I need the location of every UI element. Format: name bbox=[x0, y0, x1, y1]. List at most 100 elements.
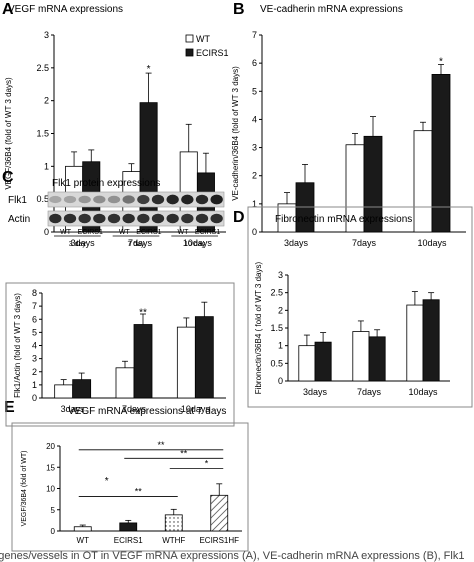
bar-ecirs1 bbox=[72, 379, 92, 399]
y-tick-label: 1 bbox=[278, 341, 283, 351]
y-tick-label: 10 bbox=[46, 485, 55, 494]
blot-band bbox=[137, 213, 150, 224]
chart-title: Flk1 protein expressions bbox=[52, 178, 160, 189]
panel-letter-d: D bbox=[233, 209, 245, 226]
blot-lane-label: ECIRS1 bbox=[136, 229, 161, 236]
y-tick-label: 2 bbox=[278, 305, 283, 315]
bar-wt bbox=[406, 304, 424, 382]
bar-wt bbox=[352, 331, 370, 382]
y-axis-label: Flk1/Actin (fold of WT 3 days) bbox=[13, 293, 22, 398]
y-tick-label: 4 bbox=[252, 114, 257, 124]
x-tick-label: 7days bbox=[357, 387, 382, 397]
y-tick-label: 0.5 bbox=[270, 358, 283, 368]
bar-ecirs1 bbox=[314, 341, 332, 382]
x-tick-label: 3days bbox=[303, 387, 328, 397]
blot-band bbox=[195, 194, 209, 205]
x-tick-label: 3days bbox=[284, 238, 309, 248]
y-tick-label: 2 bbox=[32, 367, 37, 377]
significance-marker: * bbox=[439, 56, 443, 67]
panel-letter-a: A bbox=[2, 1, 14, 18]
blot-time-label: 10 day bbox=[184, 241, 206, 248]
blot-band bbox=[63, 195, 77, 204]
x-tick-label: 3days bbox=[71, 238, 96, 248]
y-tick-label: 3 bbox=[278, 270, 283, 280]
chart-title: Fibronectin mRNA expressions bbox=[275, 214, 412, 225]
y-tick-label: 20 bbox=[46, 442, 55, 451]
x-tick-label: ECIRS1 bbox=[114, 536, 143, 545]
y-tick-label: 7 bbox=[252, 30, 257, 40]
y-tick-label: 4 bbox=[32, 341, 37, 351]
bar-wt bbox=[73, 526, 92, 532]
x-tick-label: 10days bbox=[408, 387, 438, 397]
blot-band bbox=[107, 195, 121, 204]
significance-marker: * bbox=[147, 64, 151, 75]
y-tick-label: 15 bbox=[46, 463, 55, 472]
x-tick-label: 7days bbox=[352, 238, 377, 248]
y-tick-label: 2 bbox=[44, 96, 49, 106]
blot-lane-label: ECIRS1 bbox=[195, 229, 220, 236]
legend-swatch bbox=[185, 48, 194, 57]
blot-lane-label: WT bbox=[60, 229, 72, 236]
y-tick-label: 1 bbox=[32, 380, 37, 390]
significance-marker: * bbox=[105, 476, 109, 487]
y-tick-label: 5 bbox=[252, 86, 257, 96]
x-tick-label: 3days bbox=[61, 404, 86, 414]
figure-caption-fragment: of genes/vessels in OT in VEGF mRNA expr… bbox=[0, 550, 464, 562]
x-tick-label: 10days bbox=[183, 238, 213, 248]
y-tick-label: 1.5 bbox=[36, 129, 49, 139]
legend-label: ECIRS1 bbox=[196, 48, 229, 58]
blot-band bbox=[195, 213, 209, 224]
bar-wthf bbox=[164, 514, 183, 532]
y-axis-label: VEGF/36B4 (fold of WT 3 days) bbox=[4, 77, 13, 190]
y-tick-label: 0.5 bbox=[36, 194, 49, 204]
blot-band bbox=[78, 213, 91, 224]
x-tick-label: WT bbox=[77, 536, 90, 545]
blot-band bbox=[122, 195, 135, 204]
blot-band bbox=[93, 195, 106, 204]
y-tick-label: 0 bbox=[51, 527, 56, 536]
blot-band bbox=[63, 213, 77, 224]
chart-frame bbox=[11, 422, 249, 552]
bar-ecirs1 bbox=[194, 316, 214, 399]
y-tick-label: 0 bbox=[44, 227, 49, 237]
blot-band bbox=[137, 194, 150, 205]
x-tick-label: 7days bbox=[122, 404, 147, 414]
y-tick-label: 7 bbox=[32, 301, 37, 311]
y-tick-label: 8 bbox=[32, 288, 37, 298]
bar-ecirs1 bbox=[431, 74, 451, 233]
y-tick-label: 6 bbox=[32, 314, 37, 324]
panel-letter-b: B bbox=[233, 1, 245, 18]
y-axis-label: VEGF/36B4 (fold of WT) bbox=[21, 451, 28, 527]
blot-lane-label: WT bbox=[119, 229, 131, 236]
panel-letter-c: C bbox=[2, 169, 14, 186]
blot-row-label: Flk1 bbox=[8, 195, 27, 206]
x-tick-label: WTHF bbox=[162, 536, 185, 545]
blot-strip bbox=[47, 191, 225, 208]
blot-lane-label: WT bbox=[177, 229, 189, 236]
bar-wt bbox=[54, 384, 74, 399]
significance-marker: ** bbox=[180, 448, 188, 458]
blot-band bbox=[210, 213, 223, 224]
blot-band bbox=[49, 213, 62, 224]
y-tick-label: 6 bbox=[252, 58, 257, 68]
bar-ecirs1 bbox=[119, 522, 138, 532]
legend-swatch bbox=[185, 34, 194, 43]
blot-band bbox=[107, 213, 121, 224]
bar-ecirs1 bbox=[368, 336, 386, 382]
panel-letter-e: E bbox=[4, 399, 15, 416]
blot-band bbox=[78, 195, 91, 204]
bar-wt bbox=[298, 345, 316, 382]
bar-wt bbox=[176, 326, 196, 399]
bar-wt bbox=[115, 367, 135, 399]
blot-row-label: Actin bbox=[8, 214, 30, 225]
chart-frame bbox=[247, 206, 473, 408]
western-blot: Flk1 Actin WT ECIRS1 3 day WT ECIRS1 7 day WT ECI… bbox=[8, 191, 225, 248]
y-tick-label: 2.5 bbox=[36, 63, 49, 73]
significance-marker: ** bbox=[139, 307, 147, 318]
chart-panel-d: Fibronectin mRNA expressions 0 0.5 1 1.5 2 2.5… bbox=[247, 206, 473, 408]
chart-panel-e: VEGF mRNA expressions at 7 days 0 5 10 15 20 V… bbox=[11, 406, 249, 552]
chart-panel-c: Flk1 protein expressions 0 1 2 3 4 5 6 7 8 Flk1/Ac… bbox=[5, 178, 235, 427]
bar-ecirs1hf bbox=[210, 494, 229, 532]
blot-band bbox=[151, 213, 165, 224]
